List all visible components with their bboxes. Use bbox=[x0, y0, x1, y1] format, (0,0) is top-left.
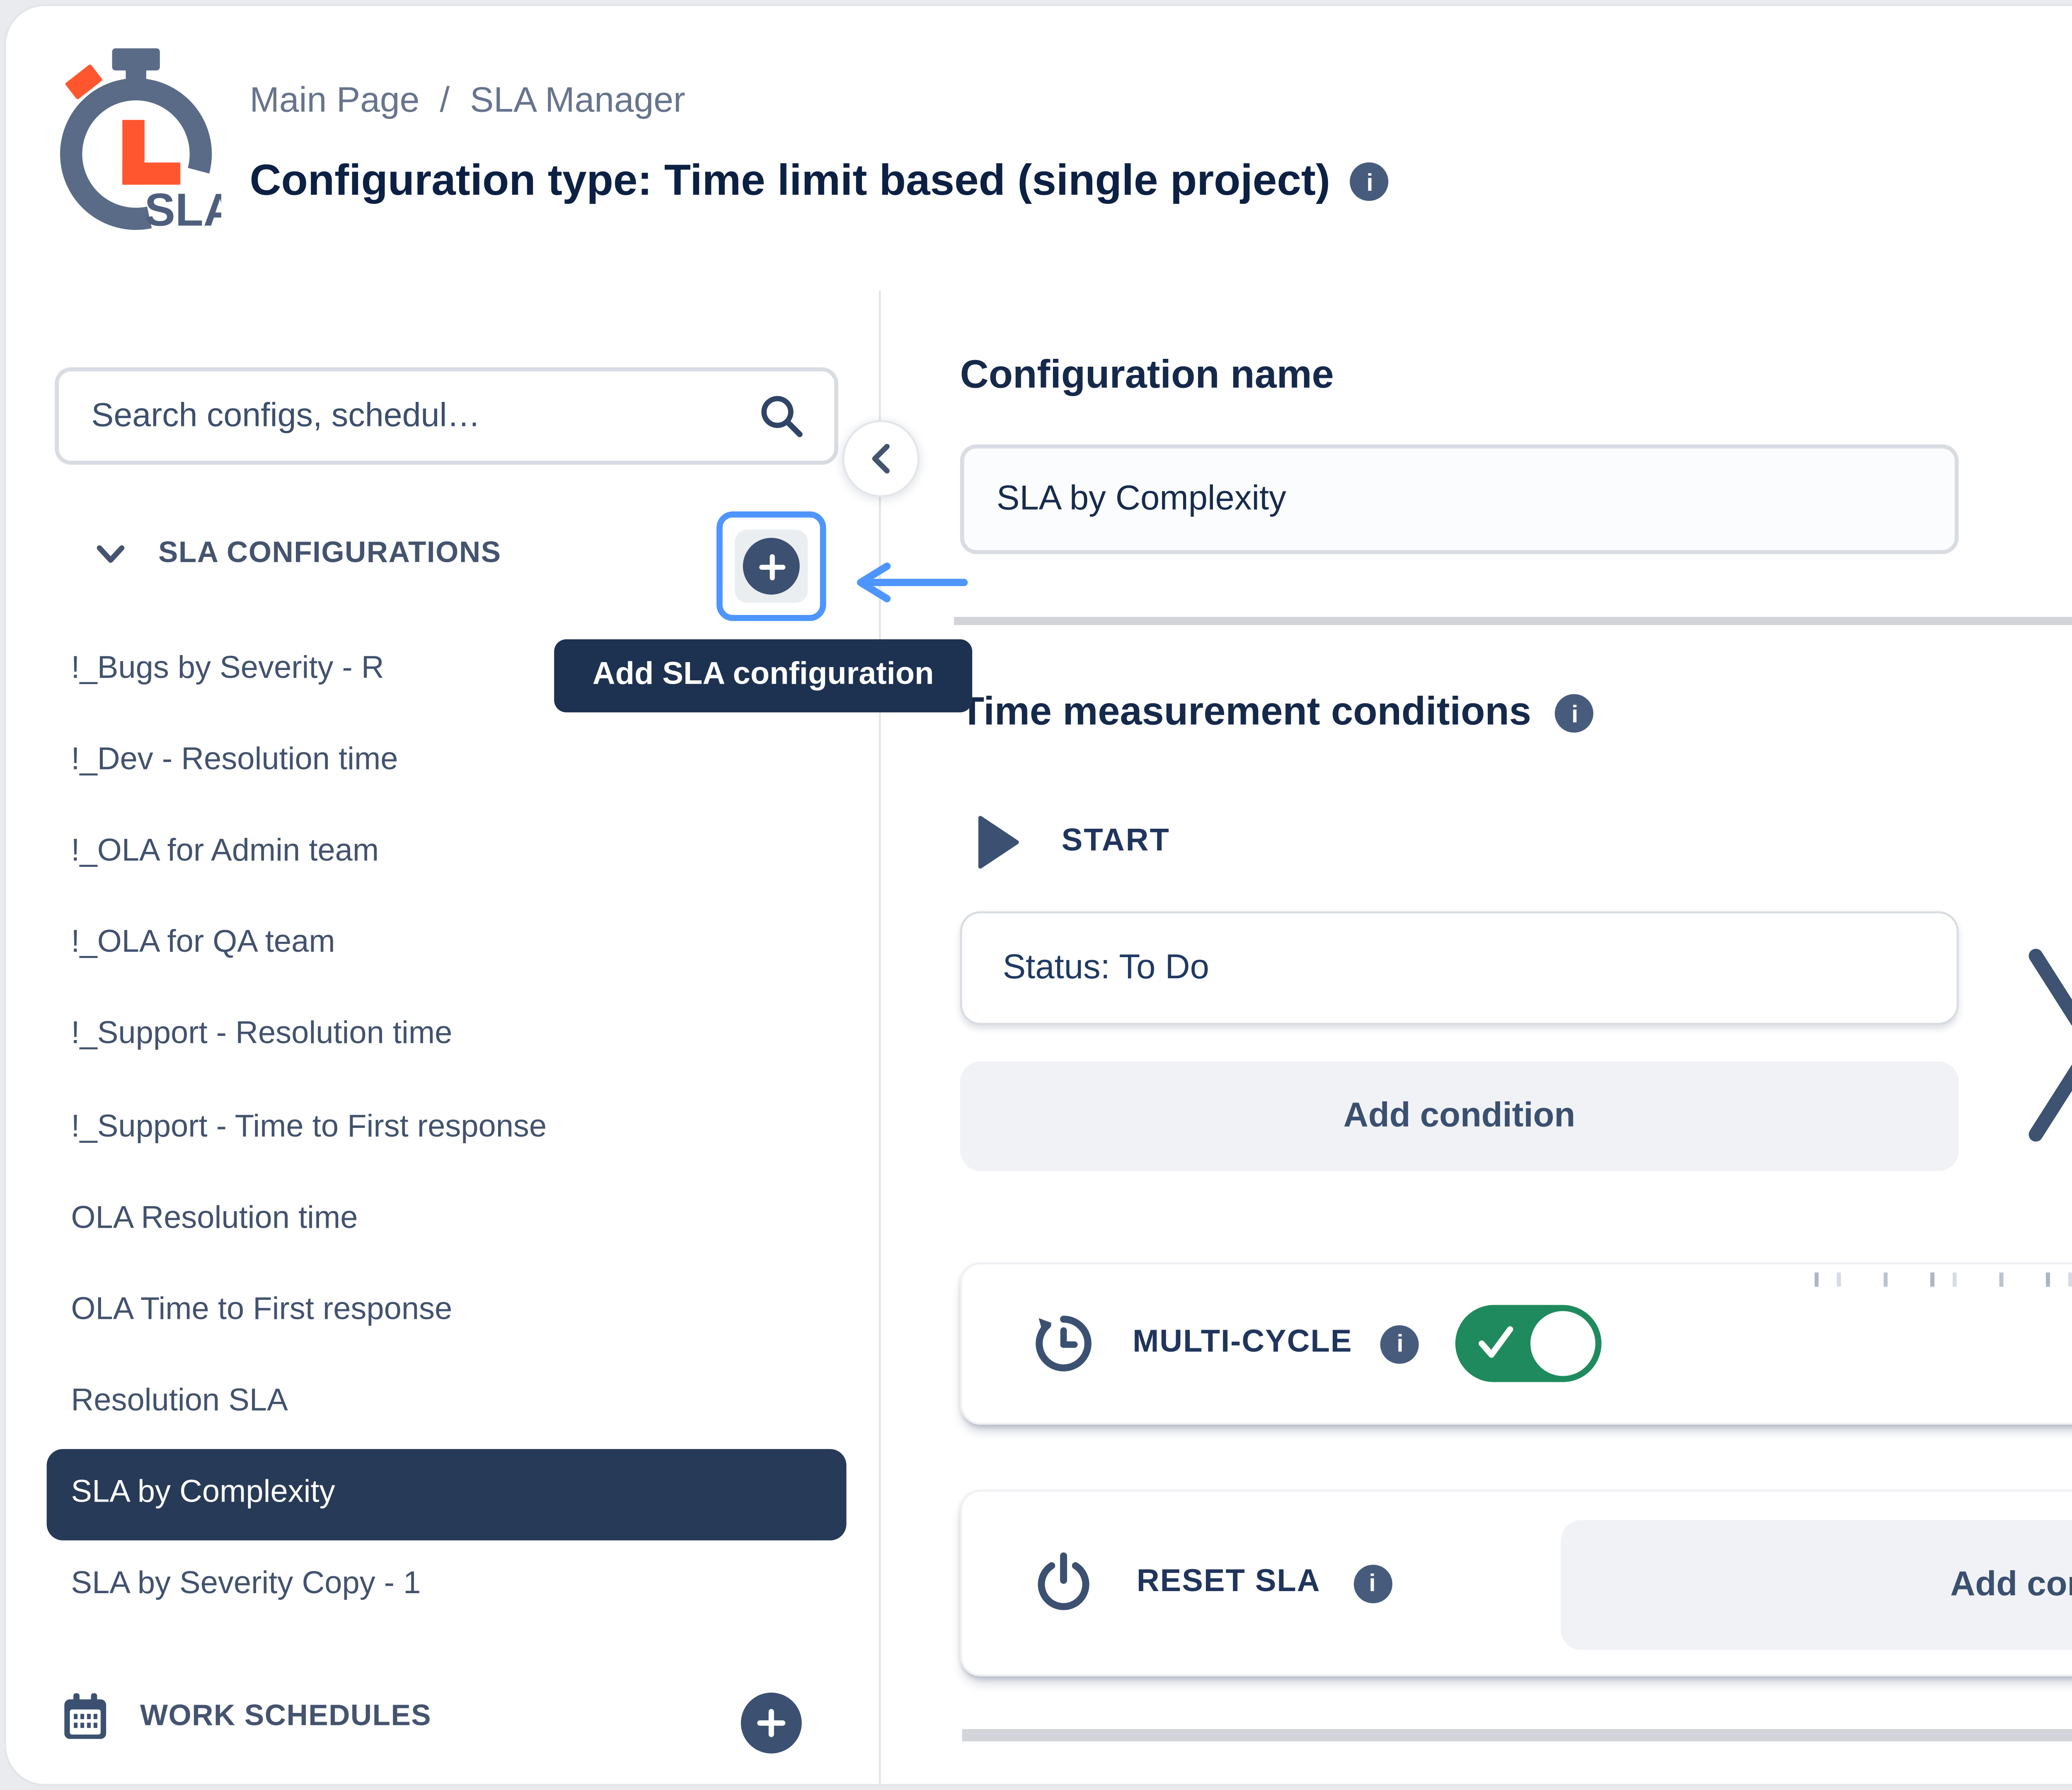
sidebar-item[interactable]: !_Dev - Resolution time bbox=[71, 742, 398, 777]
reset-add-condition-button[interactable]: Add condition bbox=[1561, 1520, 2072, 1650]
svg-text:SLA: SLA bbox=[145, 184, 221, 235]
reset-sla-label: RESET SLA bbox=[1136, 1565, 1321, 1599]
add-sla-configuration-button[interactable] bbox=[735, 530, 808, 603]
flow-chevron-icon bbox=[2028, 948, 2072, 1142]
configuration-name-input[interactable] bbox=[960, 444, 1959, 554]
sidebar-item[interactable]: !_Support - Time to First response bbox=[71, 1109, 547, 1144]
page-title: Configuration type: Time limit based (si… bbox=[249, 156, 1331, 205]
sidebar-item[interactable]: Resolution SLA bbox=[71, 1384, 288, 1419]
search-icon bbox=[761, 396, 803, 438]
sidebar-item-selected[interactable]: SLA by Complexity bbox=[46, 1448, 847, 1540]
annotation-arrow bbox=[857, 562, 968, 602]
configuration-name-heading: Configuration name bbox=[960, 353, 1334, 398]
reset-sla-info-icon[interactable]: i bbox=[1353, 1563, 1392, 1602]
add-work-schedule-button[interactable] bbox=[741, 1692, 802, 1754]
toggle-knob bbox=[1531, 1311, 1596, 1376]
multi-cycle-toggle[interactable] bbox=[1456, 1305, 1602, 1382]
sidebar-item[interactable]: OLA Time to First response bbox=[71, 1292, 453, 1327]
chevron-left-icon bbox=[872, 444, 890, 474]
sidebar-item[interactable]: !_Bugs by Severity - R bbox=[71, 651, 384, 685]
work-schedules-header[interactable]: WORK SCHEDULES bbox=[59, 1691, 431, 1743]
work-schedules-label: WORK SCHEDULES bbox=[140, 1700, 432, 1733]
power-icon bbox=[1038, 1552, 1089, 1610]
time-measurement-info-icon[interactable]: i bbox=[1555, 694, 1594, 733]
chevron-down-icon[interactable] bbox=[95, 544, 126, 564]
sidebar-search bbox=[55, 367, 838, 465]
sidebar-item[interactable]: OLA Resolution time bbox=[71, 1201, 358, 1236]
annotation-highlight-box bbox=[716, 511, 826, 621]
sla-configurations-label: SLA CONFIGURATIONS bbox=[158, 537, 501, 571]
sla-stopwatch-logo: SLA bbox=[60, 48, 221, 235]
reset-sla-card: RESET SLA i Add condition bbox=[960, 1490, 2072, 1676]
search-input[interactable] bbox=[59, 397, 757, 435]
add-sla-configuration-tooltip: Add SLA configuration bbox=[554, 639, 973, 713]
time-measurement-title: Time measurement conditions bbox=[960, 690, 1532, 735]
check-icon bbox=[1479, 1326, 1514, 1358]
multi-cycle-label: MULTI-CYCLE bbox=[1133, 1325, 1353, 1360]
start-add-condition-button[interactable]: Add condition bbox=[960, 1061, 1959, 1171]
plus-icon bbox=[743, 537, 800, 595]
clipped-text-artifact bbox=[1814, 1272, 2072, 1287]
start-condition-value[interactable]: Status: To Do bbox=[960, 911, 1959, 1025]
sidebar-item[interactable]: !_OLA for Admin team bbox=[71, 834, 379, 869]
sidebar-divider bbox=[879, 290, 881, 1784]
next-section-divider bbox=[962, 1729, 2072, 1742]
history-clock-icon bbox=[1036, 1316, 1092, 1372]
sidebar-item[interactable]: SLA by Severity Copy - 1 bbox=[71, 1567, 421, 1602]
time-measurement-header: Time measurement conditions i bbox=[960, 690, 1594, 737]
sidebar-item[interactable]: !_Support - Resolution time bbox=[71, 1017, 453, 1052]
breadcrumb-separator: / bbox=[440, 79, 450, 120]
breadcrumb-sla-manager[interactable]: SLA Manager bbox=[470, 79, 685, 120]
title-info-icon[interactable]: i bbox=[1351, 162, 1389, 201]
sla-configurations-list: !_Bugs by Severity - R !_Dev - Resolutio… bbox=[46, 623, 847, 1632]
app-card: SLA Main Page / SLA Manager Configuratio… bbox=[4, 4, 2072, 1786]
sla-configurations-header[interactable]: SLA CONFIGURATIONS bbox=[95, 538, 501, 570]
multi-cycle-info-icon[interactable]: i bbox=[1381, 1324, 1420, 1363]
page-title-row: Configuration type: Time limit based (si… bbox=[249, 156, 1389, 207]
sidebar-collapse-button[interactable] bbox=[842, 420, 920, 498]
breadcrumb: Main Page / SLA Manager bbox=[249, 79, 685, 122]
calendar-icon bbox=[64, 1693, 107, 1739]
multi-cycle-card: MULTI-CYCLE i bbox=[960, 1262, 2072, 1425]
section-divider bbox=[954, 617, 2072, 625]
start-label: START bbox=[1061, 824, 1170, 859]
play-icon bbox=[978, 815, 1019, 869]
breadcrumb-main-page[interactable]: Main Page bbox=[249, 79, 420, 120]
sidebar-item[interactable]: !_OLA for QA team bbox=[71, 926, 335, 960]
start-label-row: START bbox=[976, 814, 1170, 871]
